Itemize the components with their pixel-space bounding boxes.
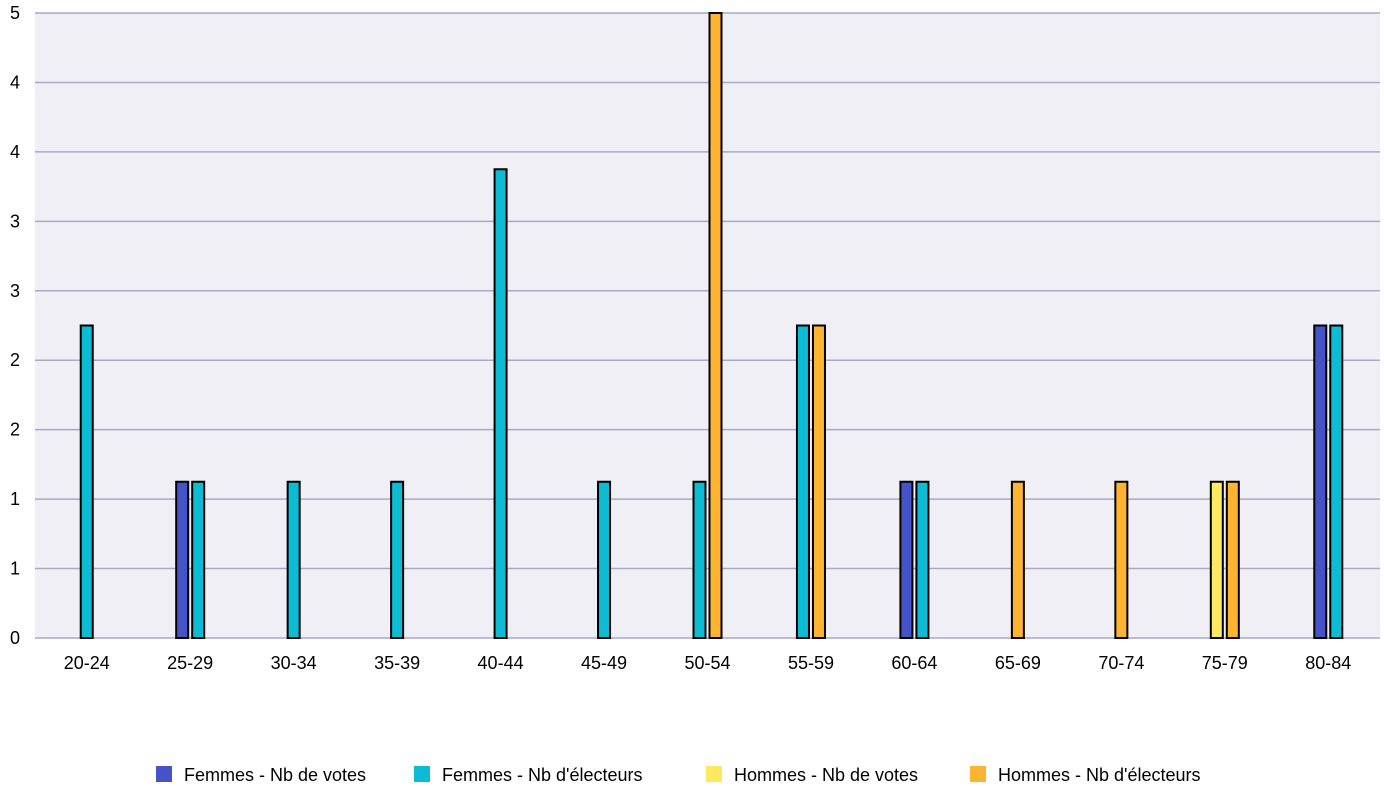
legend-label: Femmes - Nb d'électeurs bbox=[442, 765, 643, 785]
x-tick-label: 75-79 bbox=[1202, 653, 1248, 673]
legend-swatch bbox=[414, 766, 430, 782]
x-tick-label: 35-39 bbox=[374, 653, 420, 673]
bar bbox=[1225, 480, 1240, 639]
x-tick-label: 40-44 bbox=[478, 653, 524, 673]
bar bbox=[1209, 480, 1224, 639]
legend-label: Hommes - Nb de votes bbox=[734, 765, 918, 785]
bar bbox=[1114, 480, 1129, 639]
bar bbox=[899, 480, 914, 639]
x-tick-label: 60-64 bbox=[891, 653, 937, 673]
legend-label: Hommes - Nb d'électeurs bbox=[998, 765, 1201, 785]
x-axis-ticks: 20-24 25-29 30-34 35-39 40-44 45-49 50-54 55-59… bbox=[64, 653, 1352, 673]
y-tick-label: 4 bbox=[10, 142, 20, 162]
x-tick-label: 55-59 bbox=[788, 653, 834, 673]
legend-swatch bbox=[970, 766, 986, 782]
bar bbox=[493, 168, 508, 639]
bar bbox=[286, 480, 301, 639]
plot-background bbox=[35, 13, 1380, 638]
y-tick-label: 2 bbox=[10, 350, 20, 370]
bar bbox=[692, 480, 707, 639]
bar bbox=[175, 480, 190, 639]
bar bbox=[79, 324, 94, 639]
y-tick-label: 1 bbox=[10, 489, 20, 509]
y-tick-label: 3 bbox=[10, 211, 20, 231]
x-tick-label: 30-34 bbox=[271, 653, 317, 673]
bar bbox=[795, 324, 810, 639]
bar bbox=[915, 480, 930, 639]
y-tick-label: 4 bbox=[10, 72, 20, 92]
x-tick-label: 20-24 bbox=[64, 653, 110, 673]
bar bbox=[1313, 324, 1328, 639]
x-tick-label: 25-29 bbox=[167, 653, 213, 673]
legend-label: Femmes - Nb de votes bbox=[184, 765, 366, 785]
y-tick-label: 2 bbox=[10, 420, 20, 440]
y-tick-label: 0 bbox=[10, 628, 20, 648]
legend-swatch bbox=[156, 766, 172, 782]
bar bbox=[597, 480, 612, 639]
x-tick-label: 70-74 bbox=[1098, 653, 1144, 673]
bar bbox=[191, 480, 206, 639]
grid-lines bbox=[35, 12, 1380, 639]
x-tick-label: 80-84 bbox=[1305, 653, 1351, 673]
y-tick-label: 1 bbox=[10, 559, 20, 579]
bar bbox=[811, 324, 826, 639]
legend: Femmes - Nb de votes Femmes - Nb d'électe… bbox=[156, 765, 1201, 785]
x-tick-label: 65-69 bbox=[995, 653, 1041, 673]
y-axis-ticks: 0 1 1 2 2 3 3 4 4 5 bbox=[10, 3, 20, 648]
y-tick-label: 5 bbox=[10, 3, 20, 23]
x-tick-label: 45-49 bbox=[581, 653, 627, 673]
bar bbox=[1010, 480, 1025, 639]
bars bbox=[79, 12, 1344, 639]
y-tick-label: 3 bbox=[10, 281, 20, 301]
bar bbox=[708, 12, 723, 639]
bar bbox=[1329, 324, 1344, 639]
bar bbox=[390, 480, 405, 639]
legend-swatch bbox=[706, 766, 722, 782]
x-tick-label: 50-54 bbox=[684, 653, 730, 673]
